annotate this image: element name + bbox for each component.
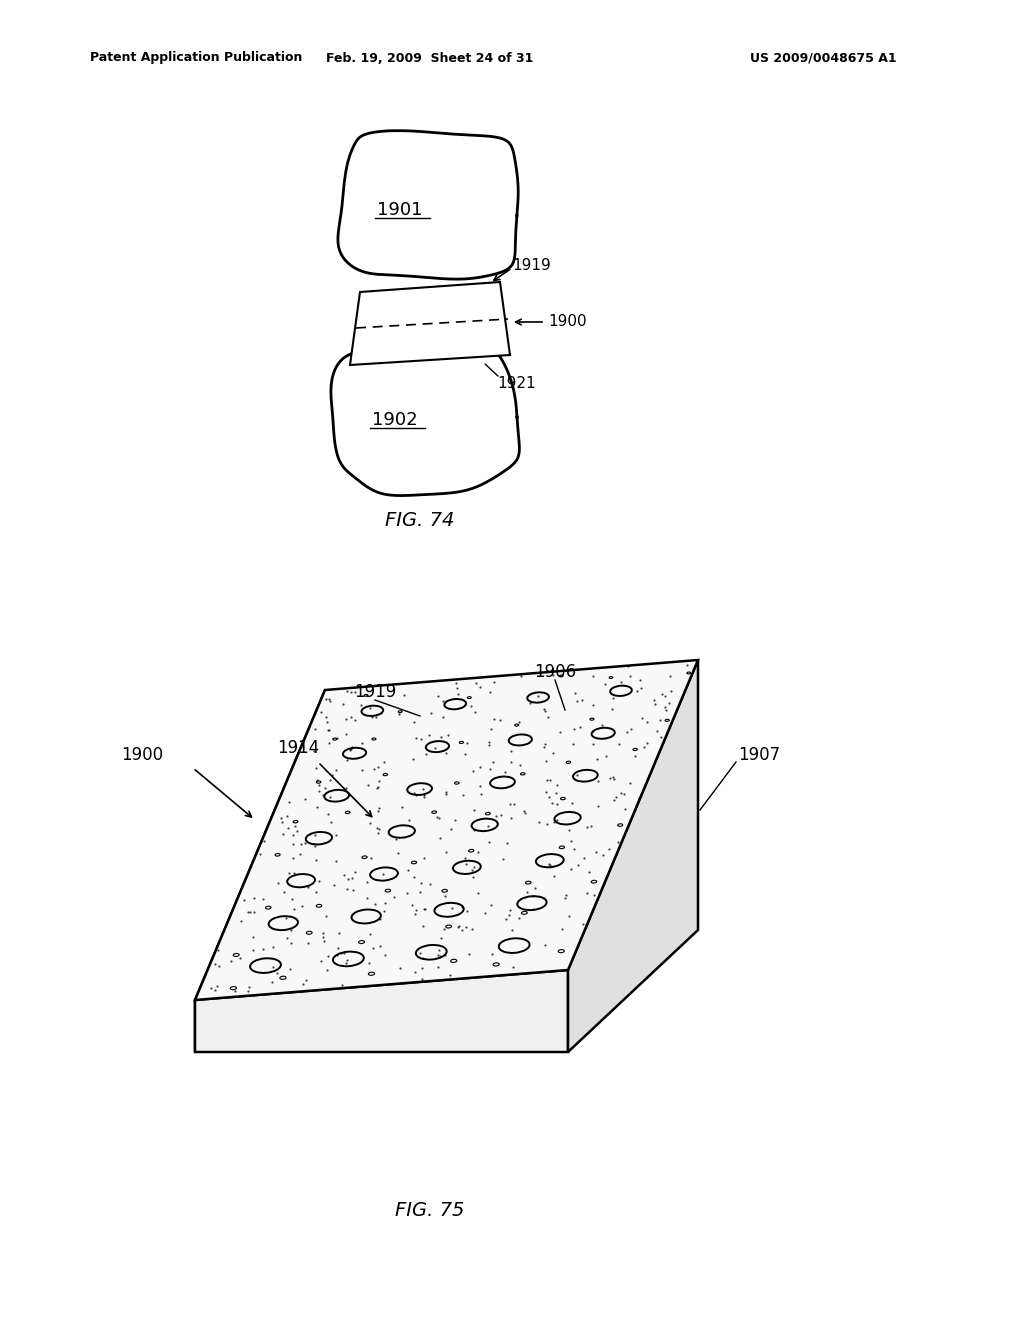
Text: 1921: 1921 [497,375,536,391]
Text: 1901: 1901 [377,201,423,219]
Text: Patent Application Publication: Patent Application Publication [90,51,302,65]
Polygon shape [568,660,698,1052]
Polygon shape [350,282,510,366]
Text: 1900: 1900 [121,746,163,764]
Polygon shape [331,346,519,495]
Text: 1914: 1914 [276,739,319,756]
Polygon shape [195,660,698,1001]
Text: FIG. 75: FIG. 75 [395,1200,465,1220]
Text: 1902: 1902 [372,411,418,429]
Polygon shape [338,131,518,279]
Text: 1919: 1919 [512,257,551,272]
Text: US 2009/0048675 A1: US 2009/0048675 A1 [750,51,897,65]
Text: 1900: 1900 [548,314,587,330]
Text: 1906: 1906 [534,663,577,681]
Text: Feb. 19, 2009  Sheet 24 of 31: Feb. 19, 2009 Sheet 24 of 31 [327,51,534,65]
Polygon shape [195,690,325,1052]
Text: 1907: 1907 [738,746,780,764]
Polygon shape [195,970,568,1052]
Text: FIG. 74: FIG. 74 [385,511,455,529]
Text: 1919: 1919 [354,682,396,701]
